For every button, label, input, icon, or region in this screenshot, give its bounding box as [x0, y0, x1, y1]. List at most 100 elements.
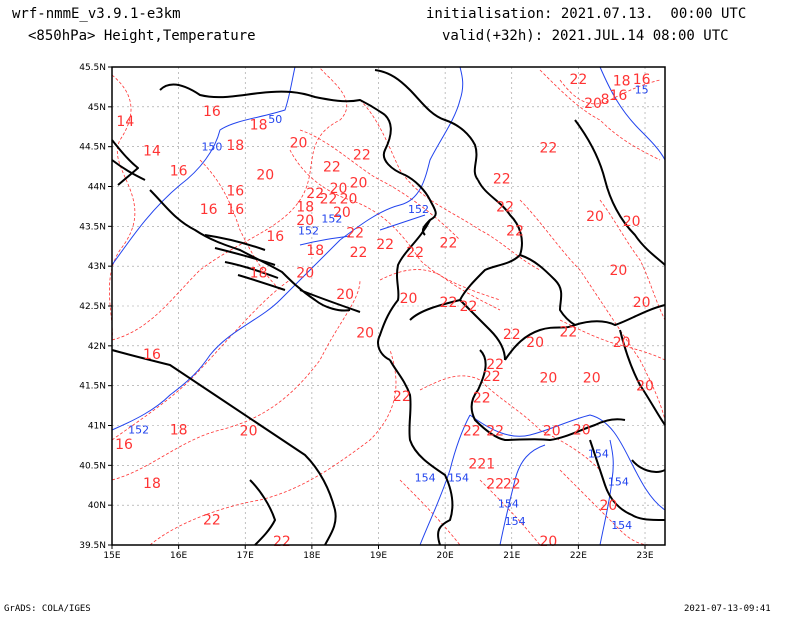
temperature-label: 22: [486, 477, 504, 493]
temperature-label: 20: [526, 335, 544, 351]
temperature-label: 20: [636, 379, 654, 395]
temperature-label: 20: [330, 181, 348, 197]
temperature-label: 16: [266, 229, 284, 245]
temperature-label: 20: [543, 423, 561, 439]
temperature-label: 20: [613, 335, 631, 351]
temperature-label: 22: [353, 148, 371, 164]
temperature-label: 20: [599, 498, 617, 514]
temperature-label: 20: [340, 191, 358, 207]
grid-lines: [112, 67, 665, 545]
temperature-label: 16: [203, 104, 221, 120]
temperature-label: 16: [226, 183, 244, 199]
temperature-label: 22: [460, 299, 478, 315]
temperature-label: 20: [333, 205, 351, 221]
temperature-label: 22: [496, 199, 514, 215]
temperature-label: 16: [143, 347, 161, 363]
temperature-label: 20: [583, 371, 601, 387]
axis-ticks: 15E 16E 17E 18E 19E 20E 21E 22E 23E 39.5N 40N 40.5N…: [79, 63, 654, 561]
temperature-label: 18: [143, 476, 161, 492]
height-label: 154: [611, 519, 632, 532]
height-label: 154: [498, 498, 519, 511]
temperature-label: 20: [296, 266, 314, 282]
temperature-label: 20: [539, 371, 557, 387]
height-label: 152: [298, 224, 319, 237]
init-time: initialisation: 2021.07.13. 00:00 UTC: [426, 6, 747, 22]
footer-credit: GrADS: COLA/IGES: [4, 604, 91, 614]
lat-tick-label: 45.5N: [79, 63, 106, 73]
lat-tick-label: 44N: [88, 183, 106, 193]
lon-tick-label: 19E: [370, 551, 387, 561]
temperature-label: 20: [290, 136, 308, 152]
lon-tick-label: 23E: [636, 551, 653, 561]
lat-tick-label: 41.5N: [79, 382, 106, 392]
height-label: 154: [588, 447, 609, 460]
lat-tick-label: 40N: [88, 501, 106, 511]
temperature-label: 20: [350, 176, 368, 192]
footer-timestamp: 2021-07-13-09:41: [684, 604, 771, 614]
lat-tick-label: 42N: [88, 342, 106, 352]
height-label: 154: [415, 471, 436, 484]
temperature-label: 18: [613, 74, 631, 90]
temperature-label: 22: [483, 369, 501, 385]
temperature-label: 22: [406, 245, 424, 261]
lon-tick-label: 20E: [437, 551, 454, 561]
temperature-label: 20: [609, 263, 627, 279]
temperature-label: 22: [346, 226, 364, 242]
lon-tick-label: 18E: [303, 551, 320, 561]
height-label: 15: [635, 83, 649, 96]
temperature-label: 18: [306, 243, 324, 259]
temperature-label: 14: [143, 144, 161, 160]
lon-tick-label: 15E: [103, 551, 120, 561]
temperature-label: 18: [170, 422, 188, 438]
temperature-label: 22: [506, 223, 524, 239]
temperature-label: 22: [306, 186, 324, 202]
height-label: 152: [408, 203, 429, 216]
temperature-label: 16: [226, 202, 244, 218]
temperature-label: 22: [473, 391, 491, 407]
lat-tick-label: 44.5N: [79, 143, 106, 153]
temperature-label: 22: [440, 295, 458, 311]
lat-tick-label: 45N: [88, 103, 106, 113]
temperature-label: 22: [320, 191, 338, 207]
temperature-label: 22: [503, 477, 521, 493]
temperature-label: 20: [539, 534, 557, 550]
temperature-label: 20: [586, 209, 604, 225]
temperature-label: 221: [468, 457, 495, 473]
temperature-label: 22: [493, 172, 511, 188]
model-title: wrf-nmmE_v3.9.1-e3km: [12, 6, 181, 22]
height-label: 154: [505, 515, 526, 528]
temperature-label: 20: [573, 422, 591, 438]
temperature-label: 14: [116, 114, 134, 130]
temperature-label: 22: [486, 357, 504, 373]
temperature-label: 16: [609, 88, 627, 104]
lat-tick-label: 40.5N: [79, 461, 106, 471]
temperature-label: 22: [503, 327, 521, 343]
height-label: 154: [448, 471, 469, 484]
temperature-label: 18: [250, 266, 268, 282]
coastlines-borders: [111, 69, 666, 546]
temperature-label: 20: [256, 168, 274, 184]
field-title: <850hPa> Height,Temperature: [28, 28, 256, 44]
lon-tick-label: 21E: [503, 551, 520, 561]
height-label: 152: [321, 212, 342, 225]
temperature-label: 22: [539, 140, 557, 156]
temperature-label: 22: [440, 235, 458, 251]
lat-tick-label: 43N: [88, 262, 106, 272]
temperature-label: 22: [393, 389, 411, 405]
height-label: 150: [201, 141, 222, 154]
temperature-label: 20: [356, 325, 374, 341]
temperature-label: 22: [376, 237, 394, 253]
lon-tick-label: 17E: [237, 551, 254, 561]
temperature-label: 18: [226, 138, 244, 154]
temperature-label: 22: [569, 72, 587, 88]
lat-tick-label: 42.5N: [79, 302, 106, 312]
temperature-contours: [109, 67, 666, 546]
temperature-label: 16: [633, 72, 651, 88]
temperature-label: 22: [323, 160, 341, 176]
temperature-label: 20: [240, 423, 258, 439]
temperature-label: 18: [296, 199, 314, 215]
